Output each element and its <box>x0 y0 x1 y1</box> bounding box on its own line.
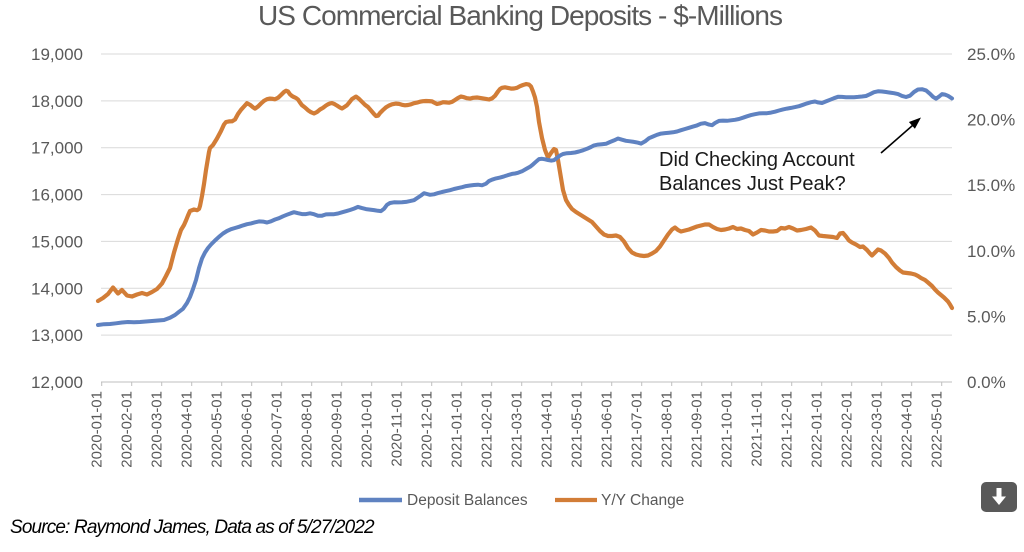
svg-text:2021-11-01: 2021-11-01 <box>749 391 766 467</box>
svg-text:2020-10-01: 2020-10-01 <box>359 391 376 468</box>
svg-text:2020-08-01: 2020-08-01 <box>299 391 316 468</box>
svg-text:19,000: 19,000 <box>31 45 83 64</box>
svg-text:2021-12-01: 2021-12-01 <box>779 391 796 468</box>
svg-text:2020-03-01: 2020-03-01 <box>149 391 166 468</box>
svg-text:2021-09-01: 2021-09-01 <box>689 391 706 468</box>
svg-text:15,000: 15,000 <box>31 232 83 251</box>
svg-text:2022-05-01: 2022-05-01 <box>929 391 946 468</box>
svg-text:2020-04-01: 2020-04-01 <box>179 391 196 468</box>
svg-text:2022-02-01: 2022-02-01 <box>839 391 856 468</box>
svg-text:2020-11-01: 2020-11-01 <box>389 391 406 467</box>
svg-text:2022-03-01: 2022-03-01 <box>869 391 886 468</box>
svg-text:2021-06-01: 2021-06-01 <box>599 391 616 468</box>
svg-text:13,000: 13,000 <box>31 326 83 345</box>
svg-text:2021-02-01: 2021-02-01 <box>479 391 496 468</box>
svg-text:2020-02-01: 2020-02-01 <box>119 391 136 468</box>
svg-text:2021-07-01: 2021-07-01 <box>629 391 646 468</box>
svg-text:25.0%: 25.0% <box>967 45 1015 64</box>
svg-text:2020-12-01: 2020-12-01 <box>419 391 436 468</box>
svg-text:10.0%: 10.0% <box>967 242 1015 261</box>
svg-text:2021-03-01: 2021-03-01 <box>509 391 526 468</box>
svg-text:2020-07-01: 2020-07-01 <box>269 391 286 468</box>
svg-text:12,000: 12,000 <box>31 373 83 392</box>
svg-text:17,000: 17,000 <box>31 139 83 158</box>
svg-text:2020-06-01: 2020-06-01 <box>239 391 256 468</box>
svg-text:18,000: 18,000 <box>31 92 83 111</box>
svg-text:2021-08-01: 2021-08-01 <box>659 391 676 468</box>
svg-text:2022-04-01: 2022-04-01 <box>899 391 916 468</box>
svg-text:2021-04-01: 2021-04-01 <box>539 391 556 468</box>
svg-text:2021-05-01: 2021-05-01 <box>569 391 586 468</box>
svg-text:5.0%: 5.0% <box>967 307 1006 326</box>
svg-text:2020-01-01: 2020-01-01 <box>89 391 106 468</box>
svg-text:2021-01-01: 2021-01-01 <box>449 391 466 468</box>
svg-text:0.0%: 0.0% <box>967 373 1006 392</box>
svg-text:16,000: 16,000 <box>31 186 83 205</box>
svg-text:2022-01-01: 2022-01-01 <box>809 391 826 468</box>
svg-text:2020-05-01: 2020-05-01 <box>209 391 226 468</box>
svg-text:15.0%: 15.0% <box>967 176 1015 195</box>
svg-text:2021-10-01: 2021-10-01 <box>719 391 736 468</box>
svg-text:14,000: 14,000 <box>31 279 83 298</box>
svg-text:2020-09-01: 2020-09-01 <box>329 391 346 468</box>
svg-text:20.0%: 20.0% <box>967 111 1015 130</box>
